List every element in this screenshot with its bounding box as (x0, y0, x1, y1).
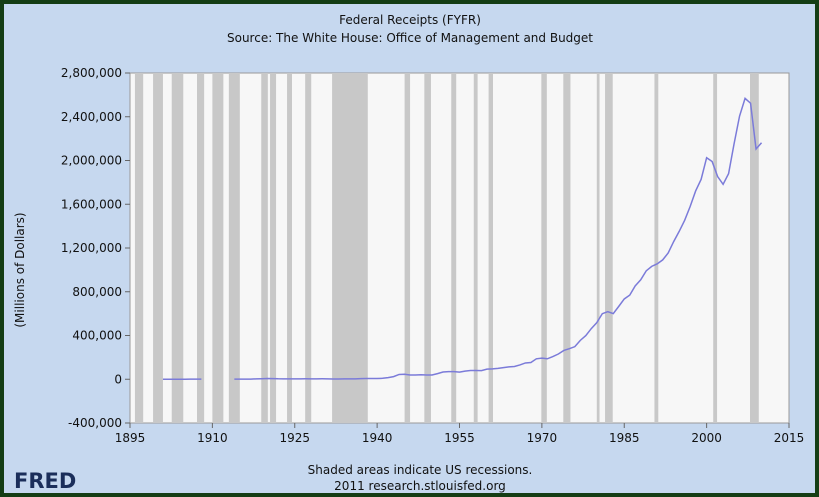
recession-band (750, 74, 759, 423)
recession-band (196, 74, 205, 423)
recession-band (605, 74, 613, 423)
plot: -400,000 0 400,000 800,000 1,200,000 1,600,00… (61, 66, 804, 445)
x-tick-label: 1895 (115, 431, 146, 445)
chart-subtitle: Source: The White House: Office of Manag… (227, 31, 593, 45)
y-tick-label: 0 (114, 372, 122, 386)
recession-band (563, 74, 571, 423)
y-tick-label: 2,800,000 (61, 66, 122, 80)
chart-title: Federal Receipts (FYFR) (339, 13, 481, 27)
recession-band (451, 74, 457, 423)
recession-band (171, 74, 184, 423)
y-tick-label: 400,000 (72, 329, 122, 343)
y-axis-label: (Millions of Dollars) (13, 212, 27, 327)
recession-band (713, 74, 718, 423)
y-tick-label: -400,000 (68, 416, 122, 430)
recession-band (654, 74, 659, 423)
recession-band (228, 74, 240, 423)
recession-band (261, 74, 268, 423)
recession-band (473, 74, 478, 423)
x-tick-label: 2015 (774, 431, 805, 445)
recession-band (212, 74, 224, 423)
recession-band (287, 74, 293, 423)
recession-band (596, 74, 600, 423)
x-tick-label: 1925 (279, 431, 310, 445)
recession-band (153, 74, 163, 423)
y-tick-label: 1,600,000 (61, 197, 122, 211)
logo: FRED (14, 469, 76, 493)
recession-band (541, 74, 547, 423)
recession-band (134, 74, 144, 423)
x-tick-label: 1970 (527, 431, 558, 445)
footnote: Shaded areas indicate US recessions. (308, 463, 533, 477)
recession-band (488, 74, 493, 423)
recession-band (424, 74, 431, 423)
y-tick-label: 800,000 (72, 285, 122, 299)
y-tick-label: 2,000,000 (61, 154, 122, 168)
x-tick-label: 1940 (362, 431, 393, 445)
recession-band (270, 74, 277, 423)
y-tick-label: 1,200,000 (61, 241, 122, 255)
x-tick-label: 1955 (444, 431, 475, 445)
x-tick-label: 2000 (691, 431, 722, 445)
recession-band (305, 74, 312, 423)
x-tick-label: 1985 (609, 431, 640, 445)
series-line (162, 97, 763, 380)
recession-band (332, 74, 368, 423)
x-tick-label: 1910 (197, 431, 228, 445)
recession-band (404, 74, 411, 423)
source: 2011 research.stlouisfed.org (334, 479, 506, 493)
y-tick-label: 2,400,000 (61, 110, 122, 124)
